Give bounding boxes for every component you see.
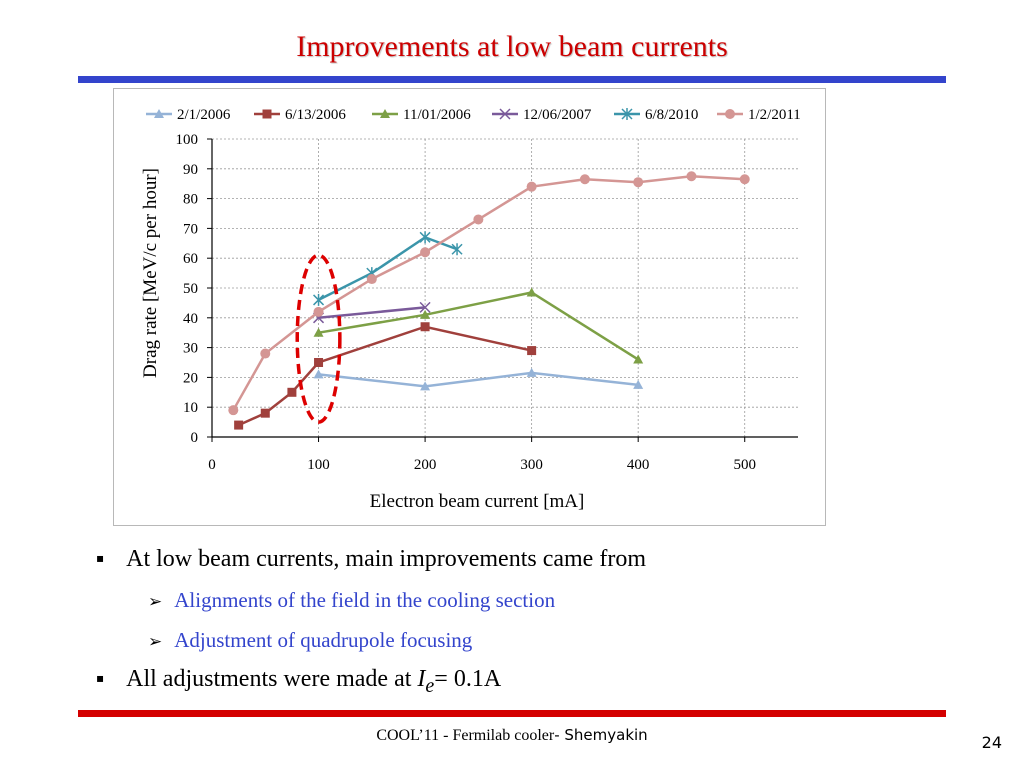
data-point (527, 346, 537, 356)
data-point (473, 214, 484, 225)
y-tick-label: 10 (183, 400, 198, 416)
legend-item: 6/8/2010 (614, 107, 698, 123)
x-tick-label: 300 (520, 457, 543, 473)
y-tick-label: 50 (183, 281, 198, 297)
y-tick-label: 70 (183, 221, 198, 237)
data-point (420, 322, 430, 332)
sub-bullet-item: ➢ Adjustment of quadrupole focusing (148, 628, 472, 653)
series-group (313, 287, 644, 364)
legend-label: 2/1/2006 (177, 107, 231, 123)
sub-bullet-marker: ➢ (148, 592, 163, 612)
data-point (380, 109, 390, 118)
x-tick-label: 100 (307, 457, 330, 473)
current-value: = 0.1A (434, 666, 502, 692)
data-point (725, 109, 735, 119)
footer-text: COOL’11 - Fermilab cooler (376, 727, 555, 744)
footer-author: - Shemyakin (554, 726, 648, 744)
data-point (262, 109, 272, 119)
x-axis-label: Electron beam current [mA] (370, 491, 585, 512)
data-point (420, 247, 431, 258)
slide-title: Improvements at low beam currents (296, 30, 728, 63)
x-tick-label: 500 (733, 457, 756, 473)
y-tick-label: 20 (183, 370, 198, 386)
bullet-text: At low beam currents, main improvements … (126, 546, 646, 572)
x-tick-label: 200 (414, 457, 437, 473)
data-point (686, 171, 697, 182)
y-tick-label: 100 (176, 132, 199, 148)
highlight-ellipse (295, 253, 342, 424)
data-point (526, 287, 537, 297)
legend-item: 12/06/2007 (492, 107, 592, 123)
data-point (451, 243, 463, 256)
sub-bullet-item: ➢ Alignments of the field in the cooling … (148, 588, 555, 613)
sub-bullet-text: Adjustment of quadrupole focusing (174, 628, 473, 652)
data-point (633, 177, 644, 188)
bullet-item: ▪ At low beam currents, main improvements… (96, 546, 646, 573)
legend-item: 1/2/2011 (717, 107, 801, 123)
page-number: 24 (981, 733, 1002, 752)
bullet-item: ▪ All adjustments were made at Ie= 0.1A (96, 666, 501, 698)
y-tick-label: 90 (183, 162, 198, 178)
footer-divider (78, 710, 946, 717)
series-line (232, 174, 745, 411)
y-axis-label: Drag rate [MeV/c per hour] (140, 168, 161, 378)
data-point (526, 367, 537, 377)
series-group (313, 367, 644, 391)
data-point (366, 274, 377, 285)
bullet-text: All adjustments were made at (126, 666, 418, 692)
data-point (633, 379, 644, 389)
y-tick-label: 0 (191, 430, 199, 446)
data-point (228, 405, 239, 416)
data-point (420, 309, 431, 319)
current-variable: I (417, 666, 426, 692)
chart-frame: 0 10 20 30 40 50 60 70 80 90 100 0 100 200 300 400 500 2… (113, 88, 826, 526)
data-point (313, 293, 325, 306)
data-point (420, 381, 431, 391)
data-point (621, 108, 633, 120)
legend-item: 11/01/2006 (372, 107, 471, 123)
legend-label: 12/06/2007 (523, 107, 592, 123)
data-point (287, 387, 297, 397)
x-tick-label: 400 (627, 457, 650, 473)
data-point (419, 231, 431, 244)
series-line (318, 291, 639, 361)
series-line (318, 306, 426, 320)
data-point (260, 348, 271, 359)
series-group (234, 322, 537, 430)
y-tick-label: 80 (183, 192, 198, 208)
data-point (313, 327, 324, 337)
y-tick-label: 30 (183, 341, 198, 357)
data-point (154, 109, 164, 118)
data-point (419, 301, 431, 313)
sub-bullet-marker: ➢ (148, 632, 163, 652)
data-point (526, 181, 537, 192)
legend-item: 2/1/2006 (146, 107, 231, 123)
legend-label: 1/2/2011 (748, 107, 801, 123)
x-tick-label: 0 (208, 457, 216, 473)
series-line (318, 371, 639, 388)
legend-label: 11/01/2006 (403, 107, 471, 123)
sub-bullet-text: Alignments of the field in the cooling s… (174, 588, 556, 612)
data-point (234, 420, 244, 430)
data-point (739, 174, 750, 185)
bullet-marker: ▪ (96, 671, 105, 685)
data-point (579, 174, 590, 185)
current-subscript: e (425, 674, 435, 697)
legend-label: 6/13/2006 (285, 107, 346, 123)
data-point (313, 306, 324, 317)
series-group (228, 171, 750, 416)
footer: COOL’11 - Fermilab cooler- Shemyakin (0, 726, 1024, 745)
y-tick-label: 60 (183, 251, 198, 267)
data-point (633, 354, 644, 364)
data-point (499, 108, 511, 120)
data-point (313, 369, 324, 379)
bullet-marker: ▪ (96, 551, 105, 565)
title-divider (78, 76, 946, 83)
legend-label: 6/8/2010 (645, 107, 698, 123)
drag-rate-chart: 0 10 20 30 40 50 60 70 80 90 100 0 100 200 300 400 500 2… (140, 107, 801, 512)
data-point (314, 358, 324, 367)
data-point (260, 408, 270, 418)
legend-item: 6/13/2006 (254, 107, 346, 123)
y-tick-label: 40 (183, 311, 198, 327)
